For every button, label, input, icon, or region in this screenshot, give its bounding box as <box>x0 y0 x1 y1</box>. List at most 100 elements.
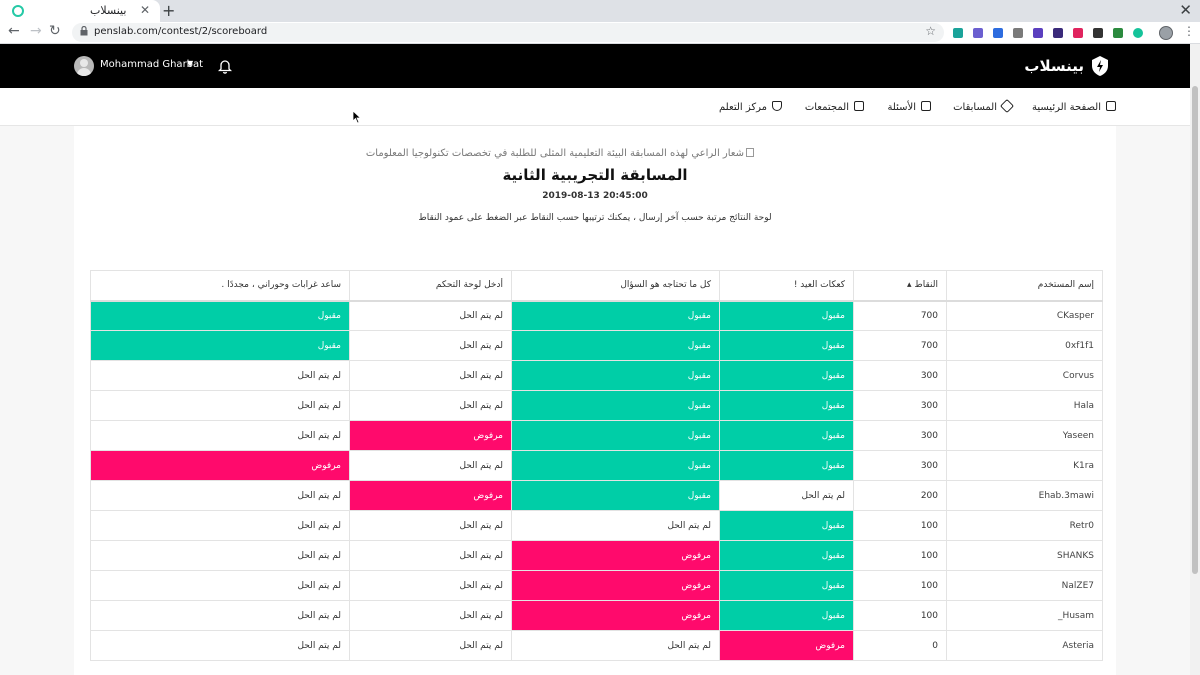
browser-menu-icon[interactable]: ⋮ <box>1183 24 1195 38</box>
table-row: مقبول لم يتم الحل مقبول مقبول 700 CKasper <box>90 300 1103 331</box>
points-cell: 100 <box>853 510 947 541</box>
points-cell: 300 <box>853 420 947 451</box>
extension-icon[interactable] <box>953 28 963 38</box>
extension-icon[interactable] <box>1033 28 1043 38</box>
status-cell: مرفوض <box>511 600 720 631</box>
extension-icon[interactable] <box>1133 28 1143 38</box>
extension-icon[interactable] <box>993 28 1003 38</box>
brand-name: بينسلاب <box>1024 57 1084 75</box>
status-cell: لم يتم الحل <box>90 510 350 541</box>
status-cell: لم يتم الحل <box>349 570 512 601</box>
status-cell: مقبول <box>719 540 854 571</box>
username-cell[interactable]: K1ra <box>946 450 1103 481</box>
page-scrollbar[interactable] <box>1190 44 1200 675</box>
user-name: Mohammad Gharbat <box>100 59 204 70</box>
username-cell[interactable]: SHANKS <box>946 540 1103 571</box>
points-cell: 300 <box>853 450 947 481</box>
points-cell: 300 <box>853 390 947 421</box>
menu-label: المسابقات <box>953 102 997 113</box>
status-cell: لم يتم الحل <box>511 630 720 661</box>
status-cell: لم يتم الحل <box>349 330 512 361</box>
question-board-icon <box>921 101 931 111</box>
username-cell[interactable]: 0xf1f1 <box>946 330 1103 361</box>
close-tab-icon[interactable]: ✕ <box>140 3 151 17</box>
table-row: لم يتم الحل لم يتم الحل مقبول مقبول 300 Hala <box>90 390 1103 421</box>
bookmark-star-icon[interactable]: ☆ <box>925 24 936 38</box>
column-header-points[interactable]: النقاط ▴ <box>853 270 947 302</box>
extension-icon[interactable] <box>1093 28 1103 38</box>
mouse-cursor-icon <box>352 110 362 124</box>
menu-item-contests[interactable]: المسابقات <box>953 98 1015 115</box>
menu-label: مركز التعلم <box>719 102 767 113</box>
scoreboard-table: ساعد غرابات وحوراني ، مجددًا . أدخل لوحة … <box>90 270 1103 661</box>
status-cell: مقبول <box>719 390 854 421</box>
extension-icon[interactable] <box>1073 28 1083 38</box>
points-cell: 100 <box>853 540 947 571</box>
extension-icon[interactable] <box>1013 28 1023 38</box>
tab-title: بينسلاب <box>90 4 127 17</box>
status-cell: مقبول <box>719 420 854 451</box>
extension-icon[interactable] <box>1113 28 1123 38</box>
status-cell: مقبول <box>511 420 720 451</box>
menu-item-home[interactable]: الصفحة الرئيسية <box>1032 101 1116 115</box>
avatar <box>74 56 94 76</box>
status-cell: مقبول <box>511 300 720 331</box>
status-cell: لم يتم الحل <box>349 540 512 571</box>
status-cell: مقبول <box>719 300 854 331</box>
status-cell: لم يتم الحل <box>90 360 350 391</box>
table-row: مرفوض لم يتم الحل مقبول مقبول 300 K1ra <box>90 450 1103 481</box>
column-header-challenge: كل ما تحتاجه هو السؤال <box>511 270 720 302</box>
table-row: مقبول لم يتم الحل مقبول مقبول 700 0xf1f1 <box>90 330 1103 361</box>
contest-title: المسابقة التجريبية الثانية <box>502 166 688 184</box>
username-cell[interactable]: NalZE7 <box>946 570 1103 601</box>
status-cell: مقبول <box>511 330 720 361</box>
status-cell: لم يتم الحل <box>349 300 512 331</box>
status-cell: مقبول <box>90 330 350 361</box>
status-cell: لم يتم الحل <box>349 510 512 541</box>
back-icon[interactable]: ← <box>8 23 20 39</box>
menu-item-questions[interactable]: الأسئلة <box>887 101 931 115</box>
layers-icon <box>999 98 1015 114</box>
status-cell: لم يتم الحل <box>90 600 350 631</box>
menu-item-learning[interactable]: مركز التعلم <box>719 101 782 115</box>
lock-icon <box>80 26 88 36</box>
username-cell[interactable]: Yaseen <box>946 420 1103 451</box>
points-cell: 700 <box>853 300 947 331</box>
url-field[interactable]: penslab.com/contest/2/scoreboard ☆ <box>72 23 944 42</box>
scoreboard-body: مقبول لم يتم الحل مقبول مقبول 700 CKasper مقبو… <box>90 300 1103 661</box>
broken-image-icon <box>746 148 754 157</box>
extension-icon[interactable] <box>973 28 983 38</box>
username-cell[interactable]: Ehab.3mawi <box>946 480 1103 511</box>
username-cell[interactable]: CKasper <box>946 300 1103 331</box>
window-close-icon[interactable]: ✕ <box>1179 1 1192 19</box>
shield-icon <box>772 101 782 111</box>
username-cell[interactable]: _Husam <box>946 600 1103 631</box>
status-cell: مقبول <box>511 480 720 511</box>
status-cell: مقبول <box>511 360 720 391</box>
points-cell: 100 <box>853 570 947 601</box>
username-cell[interactable]: Corvus <box>946 360 1103 391</box>
status-cell: مرفوض <box>511 540 720 571</box>
scrollbar-thumb[interactable] <box>1192 86 1198 574</box>
main-menu: الصفحة الرئيسية المسابقات الأسئلة المجتم… <box>0 88 1190 126</box>
username-cell[interactable]: Asteria <box>946 630 1103 661</box>
notification-bell-icon[interactable] <box>218 58 232 74</box>
username-cell[interactable]: Retr0 <box>946 510 1103 541</box>
profile-avatar-icon[interactable] <box>1159 26 1173 40</box>
new-tab-icon[interactable]: + <box>162 1 176 20</box>
extension-icon[interactable] <box>1053 28 1063 38</box>
status-cell: مقبول <box>90 300 350 331</box>
menu-item-communities[interactable]: المجتمعات <box>805 101 864 115</box>
points-cell: 300 <box>853 360 947 391</box>
table-row: لم يتم الحل مرفوض مقبول مقبول 300 Yaseen <box>90 420 1103 451</box>
forward-icon[interactable]: → <box>30 23 42 39</box>
username-cell[interactable]: Hala <box>946 390 1103 421</box>
column-header-challenge: ساعد غرابات وحوراني ، مجددًا . <box>90 270 350 302</box>
reload-icon[interactable]: ↻ <box>49 23 61 39</box>
chevron-down-icon: ▼ <box>187 59 194 68</box>
status-cell: لم يتم الحل <box>349 360 512 391</box>
browser-tab[interactable]: بينسلاب ✕ <box>0 0 160 22</box>
status-cell: مقبول <box>719 360 854 391</box>
status-cell: مرفوض <box>511 570 720 601</box>
contest-description: لوحة النتائج مرتبة حسب آخر إرسال ، يمكنك… <box>418 213 772 223</box>
